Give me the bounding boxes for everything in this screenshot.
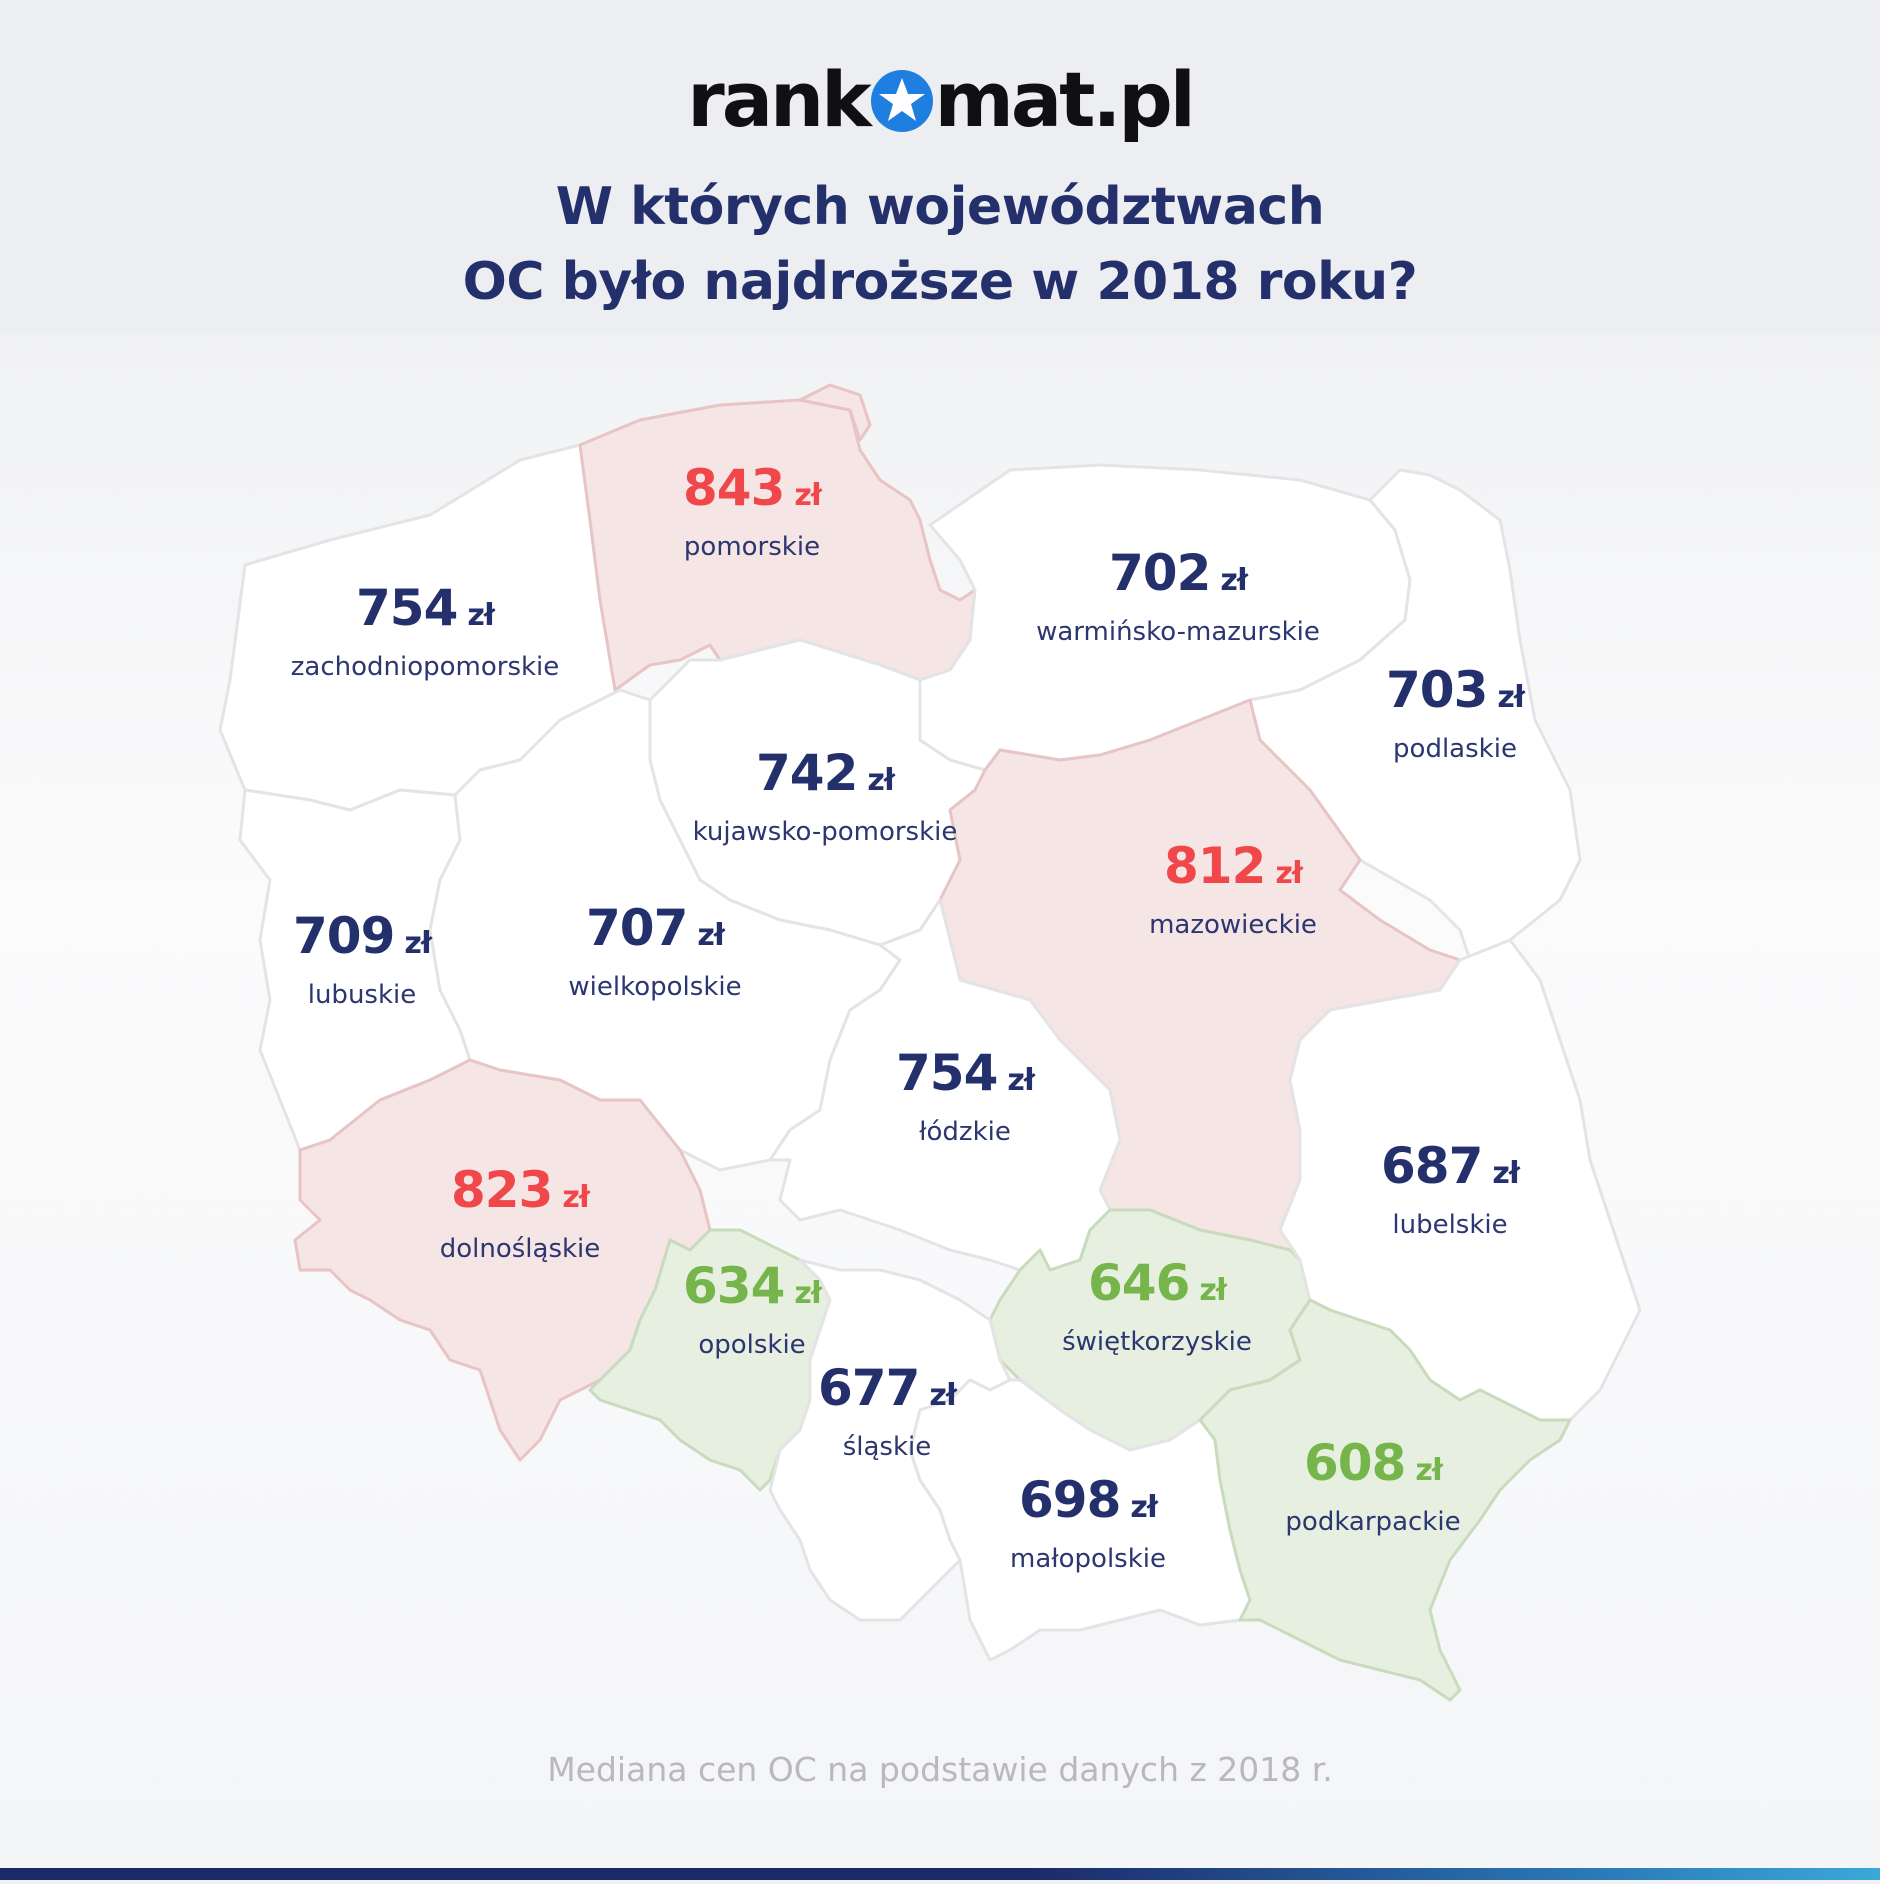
price-slaskie: 677 zł	[818, 1359, 957, 1417]
rankomat-logo[interactable]: rank mat.pl	[0, 55, 1880, 145]
region-label-podlaskie[interactable]: 703 zł podlaskie	[1386, 661, 1525, 766]
name-dolnoslaskie: dolnośląskie	[439, 1234, 601, 1264]
logo-text-left: rank	[687, 55, 871, 144]
price-lubuskie: 709 zł	[293, 907, 432, 965]
price-podlaskie: 703 zł	[1386, 661, 1525, 719]
price-lodzkie: 754 zł	[896, 1044, 1035, 1102]
name-swietokrzyskie: świętkorzyskie	[1062, 1327, 1252, 1357]
name-slaskie: śląskie	[842, 1432, 932, 1462]
name-lubelskie: lubelskie	[1392, 1210, 1508, 1240]
name-kujawsko-pomorskie: kujawsko-pomorskie	[692, 817, 958, 847]
footnote: Mediana cen OC na podstawie danych z 201…	[547, 1750, 1333, 1789]
price-podkarpackie: 608 zł	[1304, 1434, 1443, 1492]
region-label-dolnoslaskie[interactable]: 823 zł dolnośląskie	[440, 1162, 601, 1266]
price-malopolskie: 698 zł	[1019, 1471, 1158, 1529]
name-mazowieckie: mazowieckie	[1149, 910, 1317, 940]
region-label-opolskie[interactable]: 634 zł opolskie	[683, 1257, 822, 1362]
region-label-podkarpackie[interactable]: 608 zł podkarpackie	[1285, 1435, 1460, 1539]
region-label-pomorskie[interactable]: 843 zł pomorskie	[683, 459, 822, 564]
price-dolnoslaskie: 823 zł	[451, 1161, 590, 1219]
name-warminsko-mazurskie: warmińsko-mazurskie	[1036, 617, 1320, 647]
region-label-slaskie[interactable]: 677 zł śląskie	[818, 1359, 957, 1464]
name-wielkopolskie: wielkopolskie	[568, 972, 742, 1002]
region-label-mazowieckie[interactable]: 812 zł mazowieckie	[1149, 838, 1317, 942]
price-zachodniopomorskie: 754 zł	[356, 579, 495, 637]
title-line-1: W których województwach	[555, 177, 1325, 237]
region-label-wielkopolskie[interactable]: 707 zł wielkopolskie	[568, 900, 741, 1004]
region-shape-podkarpackie[interactable]	[1198, 1298, 1572, 1702]
region-label-zachodniopomorskie[interactable]: 754 zł zachodniopomorskie	[291, 580, 560, 684]
region-label-lubuskie[interactable]: 709 zł lubuskie	[293, 907, 432, 1012]
price-lubelskie: 687 zł	[1381, 1137, 1520, 1195]
name-podkarpackie: podkarpackie	[1285, 1507, 1461, 1537]
name-lubuskie: lubuskie	[307, 980, 417, 1010]
region-shape-hel-peninsula	[798, 383, 872, 442]
price-pomorskie: 843 zł	[683, 459, 822, 517]
header-background	[0, 0, 1880, 335]
region-label-lodzkie[interactable]: 754 zł łódzkie	[896, 1044, 1035, 1149]
name-podlaskie: podlaskie	[1393, 734, 1517, 764]
title-line-2: OC było najdroższe w 2018 roku?	[462, 252, 1418, 312]
region-label-kujawsko-pomorskie[interactable]: 742 zł kujawsko-pomorskie	[693, 745, 958, 849]
name-lodzkie: łódzkie	[919, 1117, 1011, 1147]
price-warminsko-mazurskie: 702 zł	[1109, 544, 1248, 602]
price-wielkopolskie: 707 zł	[586, 899, 725, 957]
region-label-swietokrzyskie[interactable]: 646 zł świętkorzyskie	[1062, 1255, 1252, 1359]
price-kujawsko-pomorskie: 742 zł	[756, 744, 895, 802]
name-opolskie: opolskie	[698, 1330, 806, 1360]
page-title: W których województwach OC było najdrożs…	[0, 170, 1880, 320]
bottom-gradient-bar	[0, 1868, 1880, 1880]
region-label-warminsko-mazurskie[interactable]: 702 zł warmińsko-mazurskie	[1036, 545, 1320, 649]
name-malopolskie: małopolskie	[1009, 1544, 1167, 1574]
price-opolskie: 634 zł	[683, 1257, 822, 1315]
name-zachodniopomorskie: zachodniopomorskie	[290, 652, 560, 682]
price-swietokrzyskie: 646 zł	[1088, 1254, 1227, 1312]
region-label-lubelskie[interactable]: 687 zł lubelskie	[1381, 1137, 1520, 1242]
star-icon	[870, 70, 933, 132]
region-label-malopolskie[interactable]: 698 zł małopolskie	[1010, 1472, 1166, 1576]
region-shape-lodzkie[interactable]	[768, 898, 1122, 1272]
name-pomorskie: pomorskie	[683, 532, 821, 562]
logo-text-right: mat.pl	[934, 55, 1196, 144]
price-mazowieckie: 812 zł	[1164, 837, 1303, 895]
